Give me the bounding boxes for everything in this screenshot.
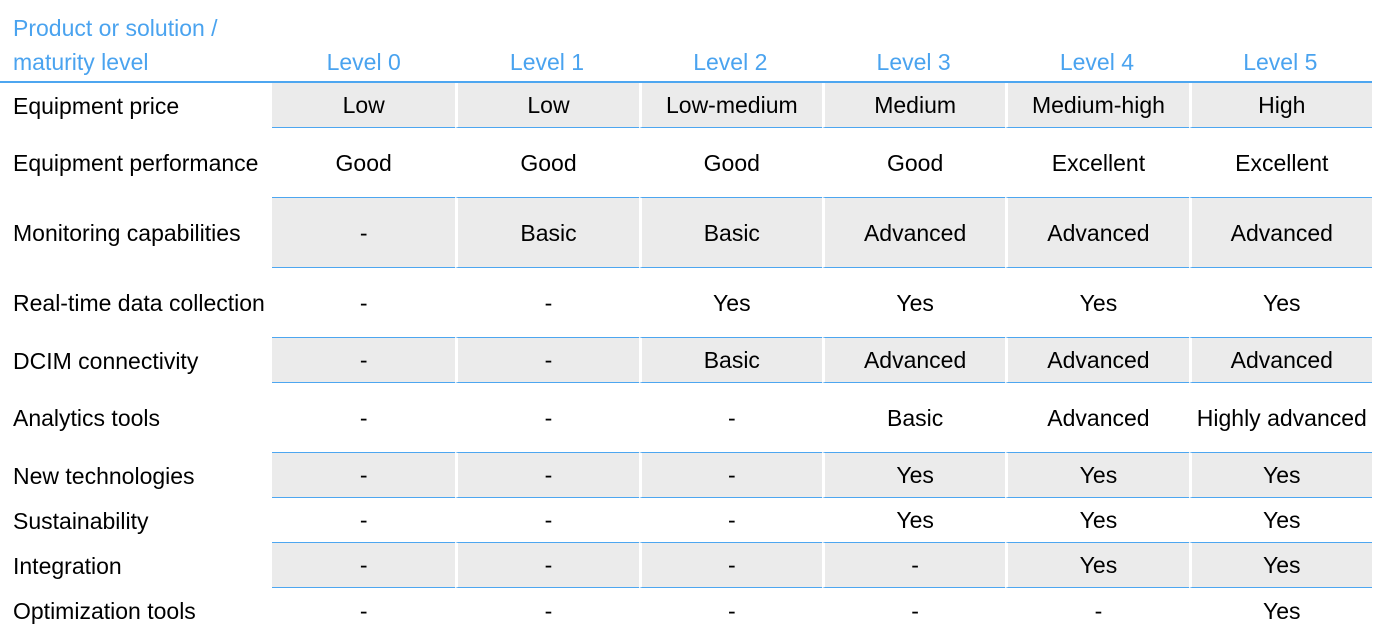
header-level: Level 5 [1188, 0, 1372, 83]
table-cell: - [821, 543, 1006, 588]
table-cell: Yes [1005, 543, 1189, 588]
row-label: Optimization tools [13, 597, 196, 624]
table-row: Integration - - - - Yes Yes [0, 543, 1372, 588]
table-row: Optimization tools - - - - - Yes [0, 588, 1372, 633]
table-cell: Advanced [821, 338, 1006, 383]
table-cell: - [638, 588, 822, 633]
table-cell: Yes [1188, 268, 1372, 338]
row-label: Monitoring capabilities [13, 220, 241, 246]
header-level: Level 3 [821, 0, 1006, 83]
table-cell: - [455, 498, 639, 543]
table-cell: Excellent [1005, 128, 1189, 198]
table-cell: - [272, 543, 456, 588]
table-row: Equipment price Low Low Low-medium Medium Med… [0, 83, 1372, 128]
table-cell: Advanced [821, 198, 1006, 268]
table-cell: Yes [1005, 498, 1189, 543]
table-cell: Yes [821, 498, 1006, 543]
table-cell: Low [272, 83, 456, 128]
table-cell: - [272, 198, 456, 268]
table-cell: Basic [821, 383, 1006, 453]
header-level: Level 4 [1005, 0, 1189, 83]
table-cell: - [272, 498, 456, 543]
header-row: Product or solution / maturity level Lev… [0, 0, 1372, 83]
table-cell: - [455, 588, 638, 633]
table-cell: Basic [638, 198, 822, 268]
table-cell: - [272, 338, 456, 383]
table-cell: - [272, 383, 456, 453]
table-cell: Advanced [1188, 198, 1372, 268]
table-cell: Good [272, 128, 456, 198]
table-cell: Basic [455, 198, 639, 268]
table-cell: Yes [1188, 543, 1372, 588]
table-cell: - [272, 453, 456, 498]
row-label: DCIM connectivity [13, 347, 199, 374]
row-label: Analytics tools [13, 405, 161, 431]
table-cell: - [638, 453, 822, 498]
table-row: DCIM connectivity - - Basic Advanced Advanced… [0, 338, 1372, 383]
table-cell: Basic [638, 338, 822, 383]
table-cell: Advanced [1005, 338, 1189, 383]
table-cell: Good [455, 128, 639, 198]
table-cell: Low [455, 83, 639, 128]
row-label: New technologies [13, 462, 195, 489]
table-cell: Yes [1005, 268, 1189, 338]
header-level: Level 1 [455, 0, 639, 83]
table-cell: Low-medium [638, 83, 822, 128]
table-cell: Yes [1188, 453, 1372, 498]
row-label: Integration [13, 552, 122, 579]
table-cell: Yes [1188, 588, 1372, 633]
table-cell: - [455, 268, 639, 338]
row-label: Equipment price [13, 92, 180, 119]
table-cell: - [455, 543, 639, 588]
table-cell: Advanced [1005, 198, 1189, 268]
table-cell: Yes [638, 268, 822, 338]
table-cell: Yes [821, 453, 1006, 498]
table-cell: - [455, 338, 639, 383]
table-cell: High [1188, 83, 1372, 128]
table-cell: Highly advanced [1188, 383, 1372, 453]
row-label: Real-time data collection [13, 290, 265, 316]
table-cell: - [455, 383, 639, 453]
table-cell: Yes [1188, 498, 1372, 543]
table-cell: - [638, 543, 822, 588]
table-cell: - [359, 597, 368, 624]
table-row: Monitoring capabilities - Basic Basic Advanc… [0, 198, 1372, 268]
table-cell: - [272, 268, 456, 338]
table-cell: Medium [821, 83, 1006, 128]
row-label: Equipment performance [13, 150, 259, 176]
table-row: New technologies - - - Yes Yes Yes [0, 453, 1372, 498]
table-row: Sustainability - - - Yes Yes Yes [0, 498, 1372, 543]
header-level: Level 2 [638, 0, 822, 83]
table-cell: - [821, 588, 1005, 633]
table-cell: Good [821, 128, 1006, 198]
header-first: Product or solution / maturity level [0, 0, 273, 83]
table-row: Equipment performance Good Good Good Good Exc… [0, 128, 1372, 198]
table-row: Analytics tools - - - Basic Advanced Highly ad… [0, 383, 1372, 453]
header-level: Level 0 [272, 0, 456, 83]
table-cell: - [1005, 588, 1188, 633]
table-cell: Good [638, 128, 822, 198]
table-cell: Advanced [1005, 383, 1189, 453]
table-cell: - [638, 498, 822, 543]
table-cell: - [455, 453, 639, 498]
table-cell: Yes [821, 268, 1006, 338]
table-row: Real-time data collection - - Yes Yes Yes Yes [0, 268, 1372, 338]
table-cell: Advanced [1188, 338, 1372, 383]
table-cell: Excellent [1188, 128, 1372, 198]
table-cell: - [638, 383, 822, 453]
table-cell: Medium-high [1005, 83, 1189, 128]
table-cell: Yes [1005, 453, 1189, 498]
row-label: Sustainability [13, 507, 149, 534]
